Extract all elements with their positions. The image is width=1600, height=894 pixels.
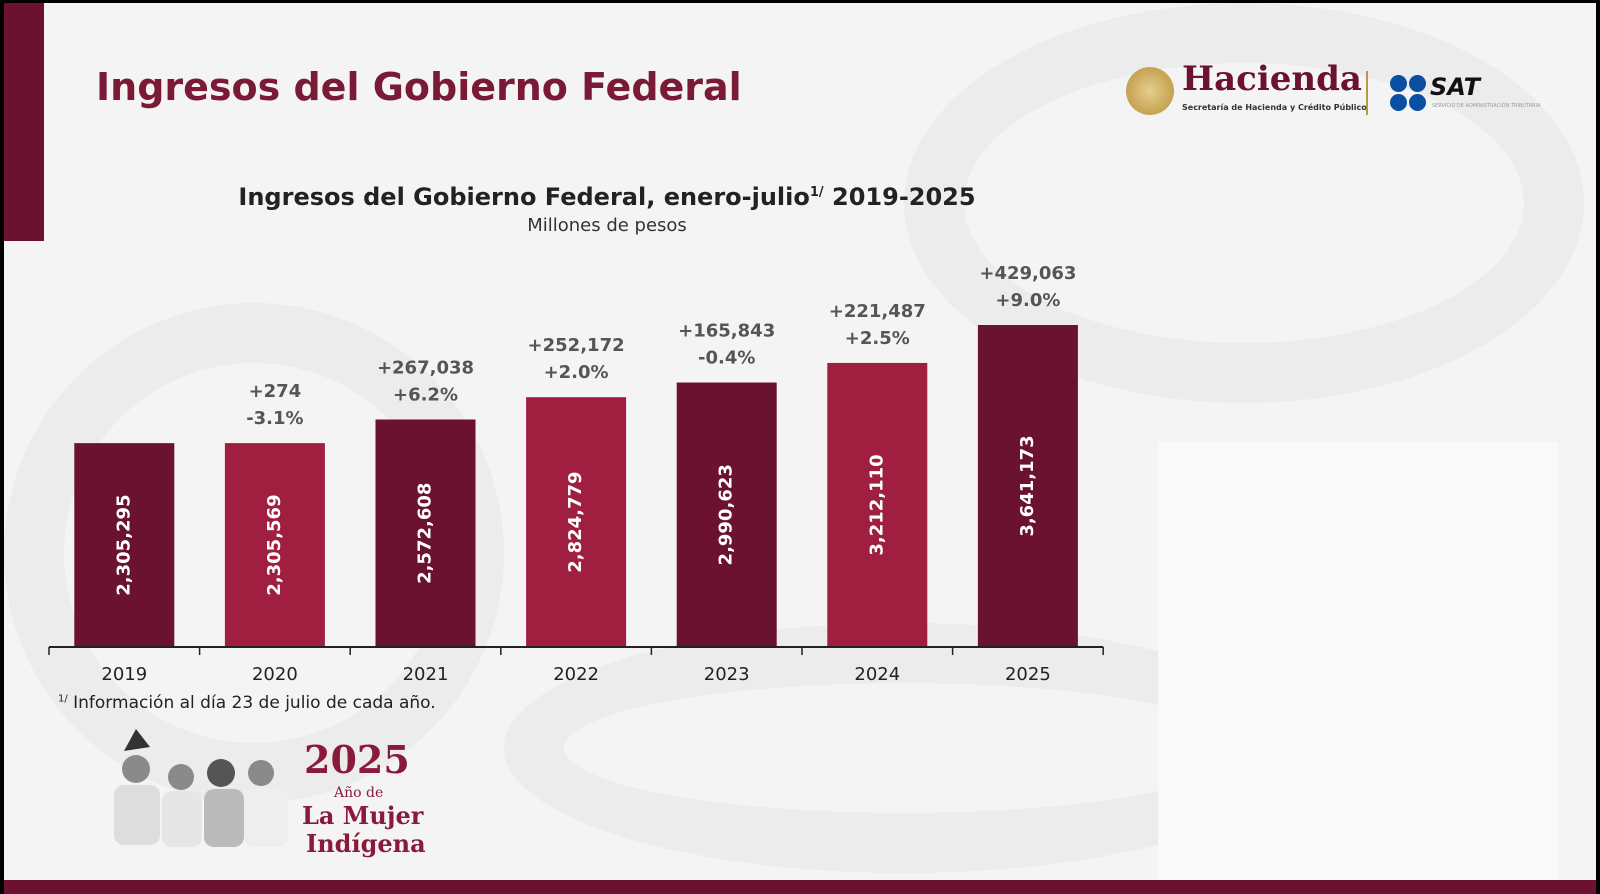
change-abs-label: +274 [249, 381, 302, 402]
footnote: 1/ Información al día 23 de julio de cad… [58, 693, 436, 713]
bar-value-label: 3,212,110 [866, 454, 887, 555]
bar [827, 362, 928, 647]
national-seal-icon [1126, 67, 1174, 115]
bar-value-label: 3,641,173 [1017, 435, 1038, 536]
year-badge: 2025 Año de La Mujer Indígena [96, 729, 426, 859]
indigenous-women-illustration [114, 729, 288, 847]
bar [676, 382, 777, 647]
bar [977, 325, 1078, 647]
bottom-bar [4, 880, 1596, 894]
footnote-text: Información al día 23 de julio de cada a… [67, 693, 436, 713]
bar [375, 419, 476, 647]
x-tick-label: 2021 [403, 664, 449, 685]
bar [224, 443, 325, 647]
x-tick-label: 2019 [101, 664, 147, 685]
chart-title-text: Ingresos del Gobierno Federal, enero-jul… [238, 183, 810, 211]
bar-value-label: 2,305,295 [113, 494, 134, 595]
bar-value-label: 2,305,569 [264, 494, 285, 595]
x-tick-label: 2025 [1005, 664, 1051, 685]
bar [526, 397, 627, 647]
x-tick-label: 2024 [854, 664, 900, 685]
bar-chart: 2,305,295 2019 2,305,569 +274 -3.1% 2020 2,572… [48, 263, 1104, 685]
hacienda-logo: Hacienda [1182, 59, 1362, 99]
change-pct-label: +9.0% [995, 290, 1060, 311]
x-tick-label: 2022 [553, 664, 599, 685]
accent-block [4, 3, 44, 241]
bar-value-label: 2,572,608 [415, 483, 436, 584]
logos: Hacienda Secretaría de Hacienda y Crédit… [1122, 59, 1562, 123]
change-pct-label: +6.2% [393, 384, 458, 405]
sat-dots-icon [1390, 75, 1426, 111]
sat-subtitle: SERVICIO DE ADMINISTRACIÓN TRIBUTARIA [1432, 103, 1541, 109]
badge-line3: Indígena [306, 829, 426, 858]
change-abs-label: +429,063 [979, 263, 1076, 284]
chart-title: Ingresos del Gobierno Federal, enero-jul… [4, 183, 1210, 211]
change-abs-label: +165,843 [678, 321, 775, 342]
change-abs-label: +267,038 [377, 357, 474, 378]
blank-panel [1158, 442, 1558, 880]
page-title: Ingresos del Gobierno Federal [96, 65, 742, 109]
chart-title-years: 2019-2025 [823, 183, 976, 211]
sat-logo: SAT [1430, 73, 1480, 101]
chart-title-footnote-mark: 1/ [809, 185, 824, 200]
change-pct-label: +2.0% [544, 362, 609, 383]
bar [74, 443, 175, 647]
slide: Ingresos del Gobierno Federal Hacienda S… [4, 3, 1596, 894]
x-tick-label: 2020 [252, 664, 298, 685]
chart-subtitle: Millones de pesos [527, 215, 687, 236]
badge-line2: La Mujer [302, 801, 424, 830]
change-pct-label: -0.4% [698, 348, 755, 369]
bar-value-label: 2,824,779 [565, 471, 586, 572]
change-pct-label: -3.1% [246, 408, 303, 429]
logo-divider [1366, 71, 1368, 115]
badge-year: 2025 [304, 737, 410, 782]
x-tick-label: 2023 [704, 664, 750, 685]
change-abs-label: +221,487 [829, 301, 926, 322]
hacienda-subtitle: Secretaría de Hacienda y Crédito Público [1182, 103, 1367, 112]
change-abs-label: +252,172 [528, 335, 625, 356]
change-pct-label: +2.5% [845, 328, 910, 349]
badge-line1: Año de [334, 785, 384, 801]
footnote-mark: 1/ [58, 693, 68, 705]
bar-value-label: 2,990,623 [716, 464, 737, 565]
